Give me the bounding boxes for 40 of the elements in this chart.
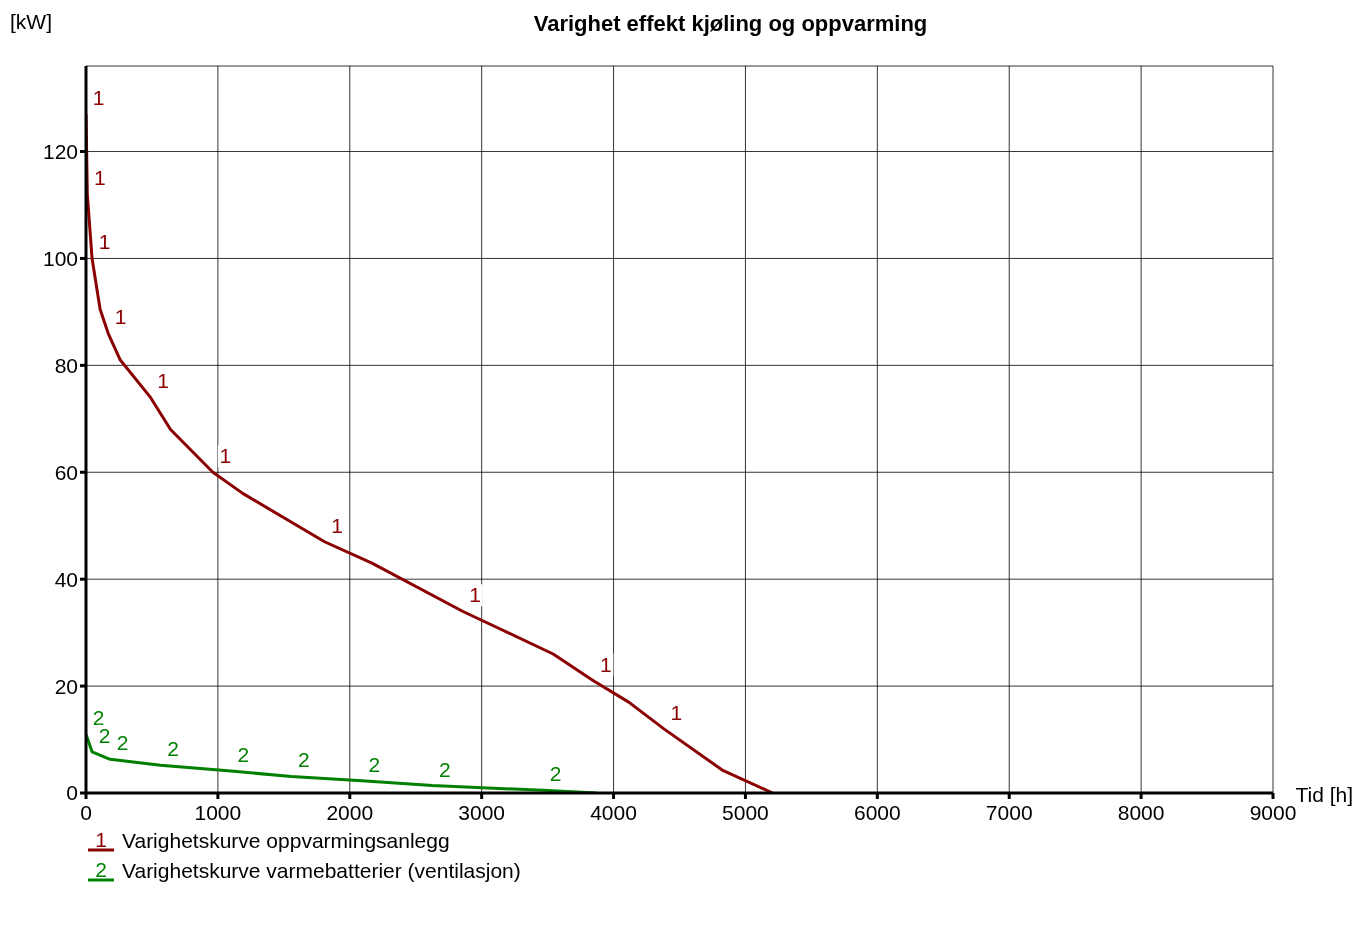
annotation: 2 xyxy=(368,752,381,776)
x-axis-title: Tid [h] xyxy=(1295,783,1353,806)
x-tick-label: 9000 xyxy=(1249,800,1297,824)
x-tick-label: 7000 xyxy=(985,800,1033,824)
annotation: 2 xyxy=(549,762,562,786)
y-tick-label: 20 xyxy=(54,674,78,698)
y-tick-label: 60 xyxy=(54,460,78,484)
x-tick-label: 5000 xyxy=(722,800,769,824)
text: 2 xyxy=(95,858,107,881)
x-tick-label: 2000 xyxy=(326,800,374,824)
annotation: 2 xyxy=(439,757,451,781)
y-tick-label: 120 xyxy=(42,139,78,163)
y-tick-label: 40 xyxy=(54,567,78,591)
legend-label: Varighetskurve oppvarmingsanlegg xyxy=(122,829,450,853)
annotation: 2 xyxy=(167,737,179,761)
y-axis-title: [kW] xyxy=(10,10,52,34)
annotation: 1 xyxy=(219,444,232,468)
y-tick-label: 0 xyxy=(66,781,78,805)
annotation: 1 xyxy=(114,305,127,329)
annotation: 1 xyxy=(92,86,105,110)
x-tick-label: 4000 xyxy=(590,800,637,824)
annotation: 1 xyxy=(600,652,612,676)
annotation: 1 xyxy=(157,369,169,393)
x-tick-label: 6000 xyxy=(853,800,901,824)
text: 1 xyxy=(95,828,107,851)
annotation: 2 xyxy=(237,743,250,767)
chart-title: Varighet effekt kjøling og oppvarming xyxy=(533,11,928,36)
annotation: 1 xyxy=(469,583,481,607)
annotation: 1 xyxy=(98,230,111,254)
x-tick-label: 1000 xyxy=(194,800,242,824)
y-tick-label: 80 xyxy=(54,353,78,377)
y-tick-label: 100 xyxy=(42,246,78,270)
annotation: 2 xyxy=(116,731,129,755)
x-tick-label: 3000 xyxy=(458,800,506,824)
legend-label: Varighetskurve varmebatterier (ventilasjon) xyxy=(122,859,521,883)
annotation: 1 xyxy=(331,513,343,537)
x-tick-label: 8000 xyxy=(1117,800,1165,824)
annotation: 1 xyxy=(670,700,683,724)
annotation: 2 xyxy=(298,748,310,772)
annotation: 1 xyxy=(93,166,106,190)
